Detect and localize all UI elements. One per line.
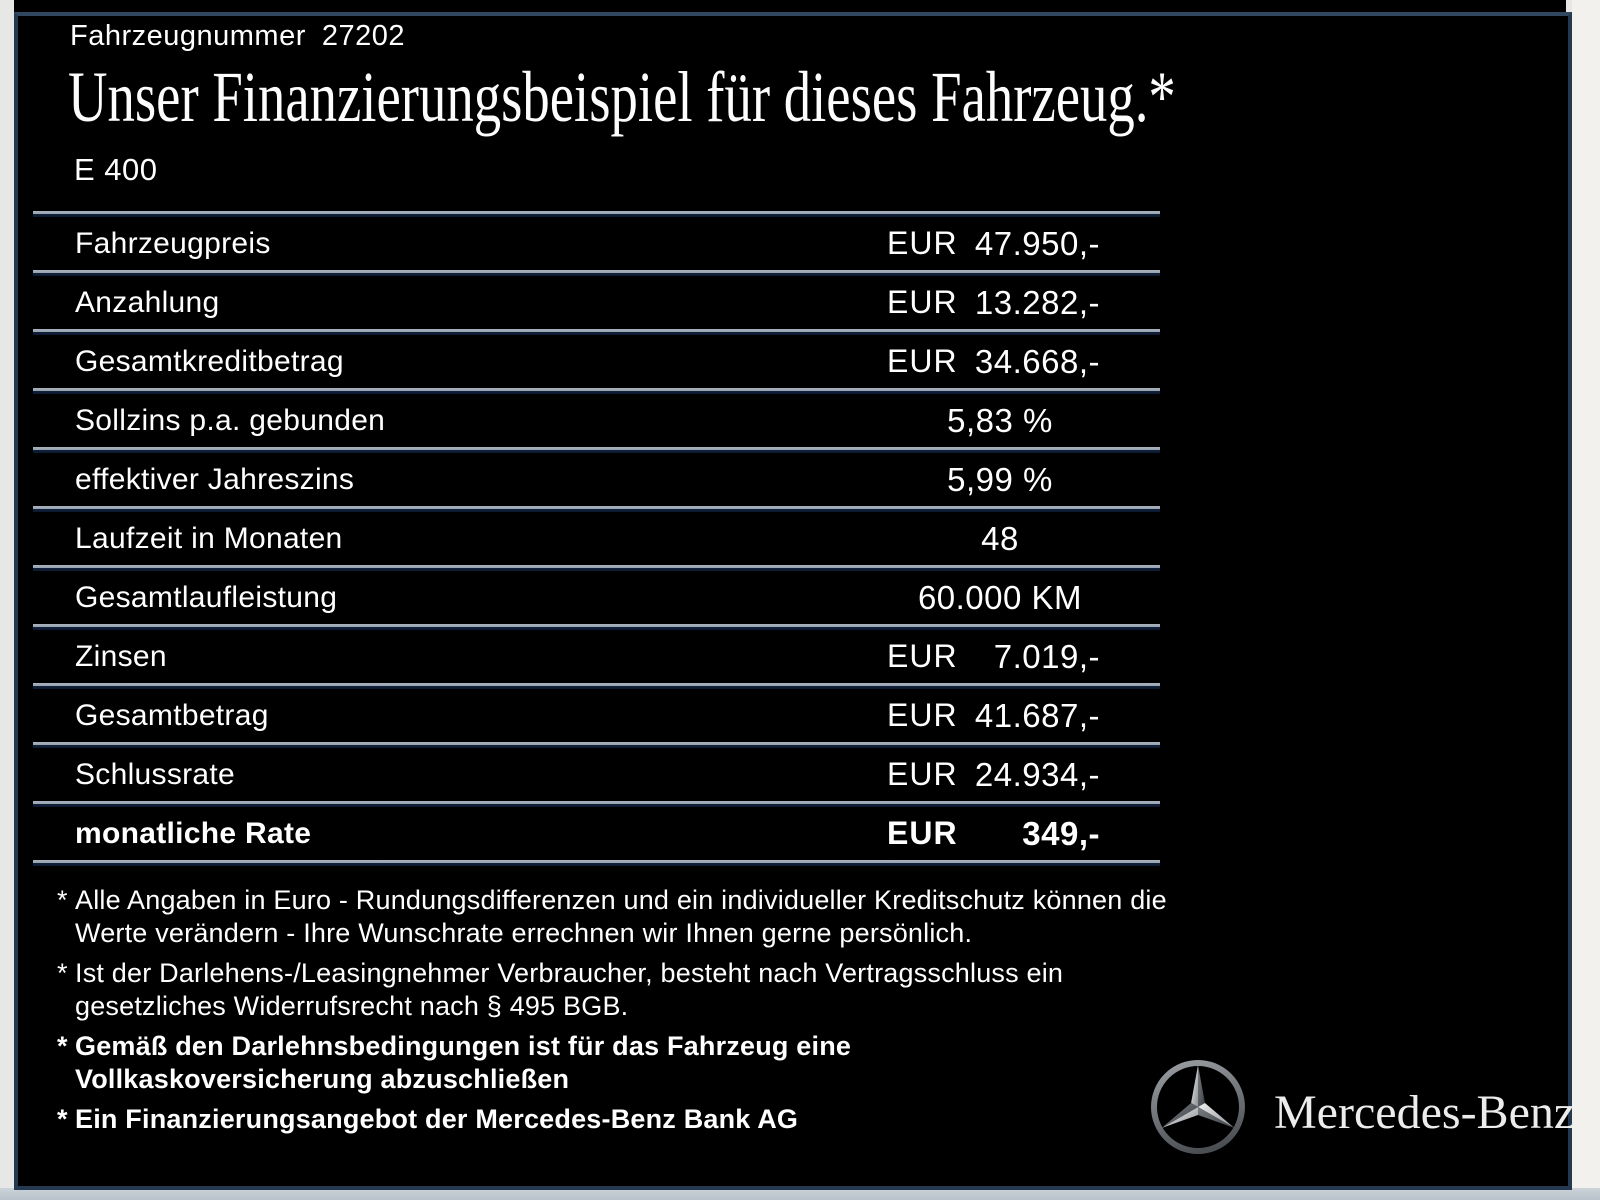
footnote: * Alle Angaben in Euro - Rundungsdifferen… — [57, 884, 1167, 950]
row-separator — [33, 742, 1160, 748]
row-label: effektiver Jahreszins — [75, 463, 355, 496]
row-separator — [33, 801, 1160, 807]
row-value: 48 — [981, 520, 1019, 557]
row-label: Gesamtbetrag — [75, 699, 269, 732]
footnotes: * Alle Angaben in Euro - Rundungsdifferen… — [57, 884, 1167, 1143]
table-row: effektiver Jahreszins 5,99 % — [33, 453, 1160, 506]
row-label: Fahrzeugpreis — [75, 227, 271, 260]
footnote-marker: * — [57, 885, 68, 915]
footnote: * Ein Finanzierungsangebot der Mercedes-B… — [57, 1103, 1167, 1136]
page-title: Unser Finanzierungsbeispiel für dieses F… — [68, 57, 1176, 137]
table-row: Laufzeit in Monaten 48 — [33, 512, 1160, 565]
row-value: 24.934,- — [974, 756, 1100, 793]
row-currency: EUR — [887, 756, 958, 792]
footnote: * Gemäß den Darlehnsbedingungen ist für d… — [57, 1030, 1167, 1096]
row-separator — [33, 860, 1160, 866]
vehicle-number-value: 27202 — [321, 20, 406, 52]
row-separator — [33, 211, 1160, 217]
row-currency: EUR — [887, 284, 958, 320]
footnote-line: Ist der Darlehens-/Leasingnehmer Verbrau… — [75, 958, 1064, 988]
mercedes-star-icon — [1148, 1057, 1248, 1157]
table-row: Gesamtkreditbetrag EUR 34.668,- — [33, 335, 1160, 388]
footnote: * Ist der Darlehens-/Leasingnehmer Verbra… — [57, 957, 1167, 1023]
finance-table: Fahrzeugpreis EUR 47.950,- Anzahlung EUR 13.2… — [33, 211, 1160, 866]
row-separator — [33, 565, 1160, 571]
footnote-marker: * — [57, 1104, 68, 1134]
row-value: 47.950,- — [974, 225, 1100, 262]
row-currency: EUR — [887, 225, 958, 261]
row-value: 7.019,- — [993, 638, 1100, 675]
top-black-bar — [14, 0, 1566, 14]
row-label: monatliche Rate — [75, 817, 312, 850]
row-label: Anzahlung — [75, 286, 220, 319]
brand-wordmark: Mercedes-Benz — [1274, 1086, 1576, 1139]
row-separator — [33, 506, 1160, 512]
row-separator — [33, 270, 1160, 276]
row-currency: EUR — [887, 697, 958, 733]
table-row: Schlussrate EUR 24.934,- — [33, 748, 1160, 801]
table-row: Sollzins p.a. gebunden 5,83 % — [33, 394, 1160, 447]
row-separator — [33, 624, 1160, 630]
row-value: 349,- — [1022, 815, 1100, 852]
finance-sheet: Fahrzeugnummer 27202 Unser Finanzierungsb… — [14, 12, 1575, 1190]
row-separator — [33, 447, 1160, 453]
row-currency: EUR — [887, 638, 958, 674]
row-value: 41.687,- — [974, 697, 1100, 734]
row-label: Laufzeit in Monaten — [75, 522, 343, 555]
footnote-line: gesetzliches Widerrufsrecht nach § 495 B… — [75, 991, 629, 1021]
row-value: 5,99 % — [947, 461, 1053, 498]
table-row: monatliche Rate EUR 349,- — [33, 807, 1160, 860]
footnote-marker: * — [57, 1031, 68, 1061]
row-value: 5,83 % — [947, 402, 1053, 439]
page-margin-bottom — [0, 1188, 1600, 1200]
row-separator — [33, 329, 1160, 335]
row-value: 60.000 KM — [917, 579, 1083, 616]
footnote-line: Werte verändern - Ihre Wunschrate errech… — [75, 918, 973, 948]
row-label: Gesamtkreditbetrag — [75, 345, 344, 378]
footnote-marker: * — [57, 958, 68, 988]
row-separator — [33, 683, 1160, 689]
table-row: Gesamtbetrag EUR 41.687,- — [33, 689, 1160, 742]
footnote-line: Alle Angaben in Euro - Rundungsdifferenz… — [75, 885, 1167, 915]
vehicle-number: Fahrzeugnummer 27202 — [70, 20, 405, 53]
footnote-line: Vollkaskoversicherung abzuschließen — [75, 1064, 570, 1094]
page-margin-right — [1572, 0, 1600, 1200]
row-label: Zinsen — [75, 640, 167, 673]
row-label: Gesamtlaufleistung — [75, 581, 338, 614]
row-currency: EUR — [887, 343, 958, 379]
model-name: E 400 — [74, 152, 158, 187]
footnote-line: Gemäß den Darlehnsbedingungen ist für da… — [75, 1031, 852, 1061]
brand-block: Mercedes-Benz — [1148, 1057, 1588, 1157]
row-label: Schlussrate — [75, 758, 236, 791]
row-currency: EUR — [887, 815, 958, 851]
row-label: Sollzins p.a. gebunden — [75, 404, 386, 437]
table-row: Zinsen EUR 7.019,- — [33, 630, 1160, 683]
vehicle-number-label: Fahrzeugnummer — [70, 20, 306, 52]
row-separator — [33, 388, 1160, 394]
row-value: 34.668,- — [974, 343, 1100, 380]
row-value: 13.282,- — [974, 284, 1100, 321]
table-row: Gesamtlaufleistung 60.000 KM — [33, 571, 1160, 624]
footnote-line: Ein Finanzierungsangebot der Mercedes-Be… — [75, 1104, 799, 1134]
table-row: Fahrzeugpreis EUR 47.950,- — [33, 217, 1160, 270]
table-row: Anzahlung EUR 13.282,- — [33, 276, 1160, 329]
